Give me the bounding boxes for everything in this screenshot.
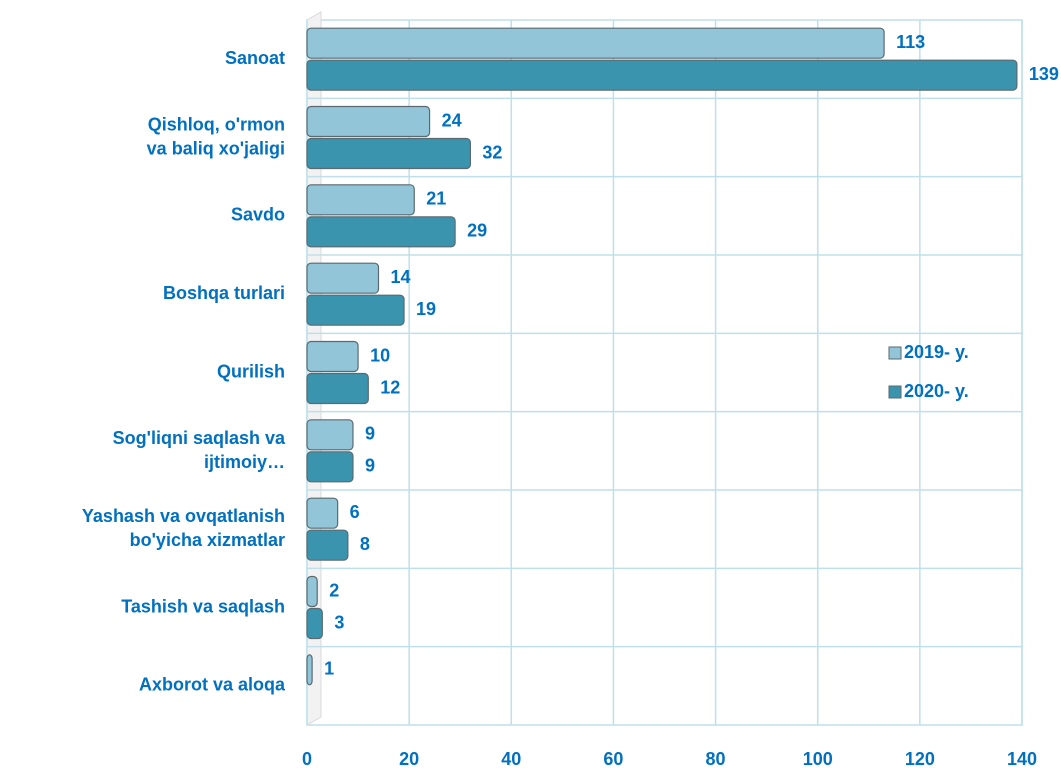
bar bbox=[306, 294, 405, 326]
value-label: 19 bbox=[416, 299, 436, 319]
value-label: 24 bbox=[442, 110, 462, 130]
value-label: 139 bbox=[1029, 64, 1059, 84]
value-label: 6 bbox=[350, 502, 360, 522]
x-tick-label: 60 bbox=[603, 749, 623, 769]
legend-label: 2019- y. bbox=[904, 342, 969, 362]
y-tick-label: Axborot va aloqa bbox=[139, 675, 286, 695]
legend-swatch bbox=[888, 346, 902, 360]
y-tick-label: Boshqa turlari bbox=[163, 283, 285, 303]
y-tick-label: Tashish va saqlash bbox=[121, 596, 285, 616]
value-label: 21 bbox=[426, 189, 446, 209]
value-label: 29 bbox=[467, 221, 487, 241]
bar bbox=[306, 137, 472, 170]
bar bbox=[306, 216, 456, 248]
value-label: 9 bbox=[365, 456, 375, 476]
bar bbox=[306, 340, 359, 373]
bar bbox=[306, 27, 885, 59]
bar bbox=[306, 105, 431, 138]
value-label: 12 bbox=[380, 377, 400, 397]
y-tick-label: Qurilish bbox=[217, 361, 285, 381]
x-tick-label: 140 bbox=[1007, 749, 1037, 769]
value-label: 32 bbox=[482, 142, 502, 162]
bar bbox=[306, 419, 354, 451]
value-label: 10 bbox=[370, 345, 390, 365]
y-tick-label: Sanoat bbox=[225, 48, 285, 68]
y-tick-label: Yashash va ovqatlanish bo'yicha xizmatlar bbox=[82, 506, 285, 550]
bar bbox=[306, 184, 415, 216]
value-label: 2 bbox=[329, 580, 339, 600]
value-label: 3 bbox=[334, 612, 344, 632]
bar bbox=[306, 607, 323, 640]
value-label: 9 bbox=[365, 424, 375, 444]
legend-label: 2020- y. bbox=[904, 381, 969, 401]
x-tick-label: 0 bbox=[302, 749, 312, 769]
bar bbox=[306, 575, 318, 608]
y-tick-label: Qishloq, o'rmon va baliq xo'jaligi bbox=[147, 114, 285, 158]
x-tick-label: 40 bbox=[501, 749, 521, 769]
y-tick-label: Sog'liqni saqlash va ijtimoiy… bbox=[113, 428, 286, 472]
value-label: 14 bbox=[391, 267, 411, 287]
value-label: 8 bbox=[360, 534, 370, 554]
bar bbox=[306, 451, 354, 483]
bar bbox=[306, 372, 369, 405]
bar bbox=[306, 59, 1018, 91]
bar bbox=[306, 497, 339, 529]
x-tick-label: 20 bbox=[399, 749, 419, 769]
bar bbox=[306, 529, 349, 561]
value-label: 1 bbox=[324, 659, 334, 679]
bar bbox=[306, 262, 380, 294]
x-tick-label: 80 bbox=[706, 749, 726, 769]
bar bbox=[306, 654, 313, 686]
x-tick-label: 100 bbox=[803, 749, 833, 769]
value-label: 113 bbox=[896, 32, 925, 52]
legend-swatch bbox=[888, 385, 902, 399]
y-tick-label: Savdo bbox=[231, 205, 285, 225]
x-tick-label: 120 bbox=[905, 749, 935, 769]
